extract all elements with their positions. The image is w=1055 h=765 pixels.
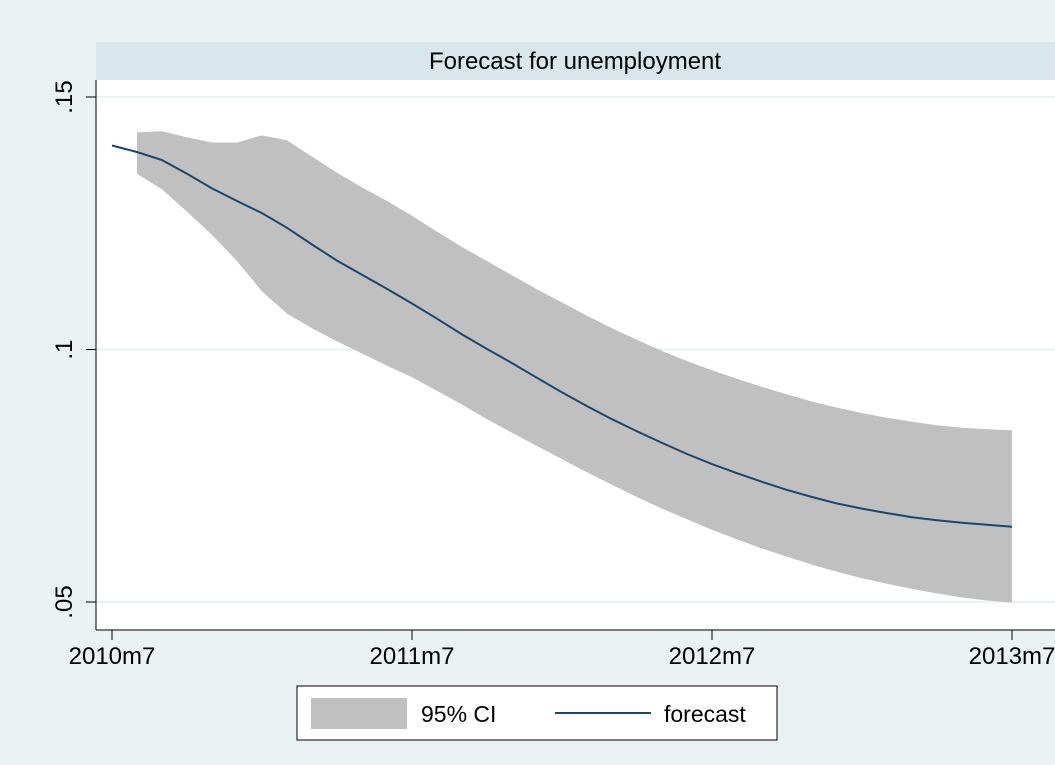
ci-band xyxy=(137,131,1012,603)
y-tick-label-0: .05 xyxy=(51,585,78,618)
x-tick-label-0: 2010m7 xyxy=(69,643,156,670)
forecast-line xyxy=(111,144,1013,528)
y-axis-ticks: .05 .1 .15 xyxy=(51,80,96,619)
legend: 95% CI forecast xyxy=(296,685,778,741)
title-band xyxy=(96,42,1055,80)
x-tick-label-2: 2012m7 xyxy=(669,643,756,670)
legend-swatch-ci xyxy=(311,698,407,729)
y-tick-label-1: .1 xyxy=(51,339,78,359)
x-tick-label-1: 2011m7 xyxy=(370,643,455,670)
x-tick-label-3: 2013m7 xyxy=(969,643,1055,670)
legend-label-ci: 95% CI xyxy=(421,701,496,727)
legend-label-forecast: forecast xyxy=(664,701,746,727)
chart-title: Forecast for unemployment xyxy=(429,48,721,75)
x-axis-ticks: 2010m7 2011m7 2012m7 2013m7 xyxy=(69,630,1055,670)
ci-band-layer xyxy=(137,131,1012,603)
forecast-line-layer xyxy=(111,144,1013,528)
y-tick-label-2: .15 xyxy=(51,80,78,113)
